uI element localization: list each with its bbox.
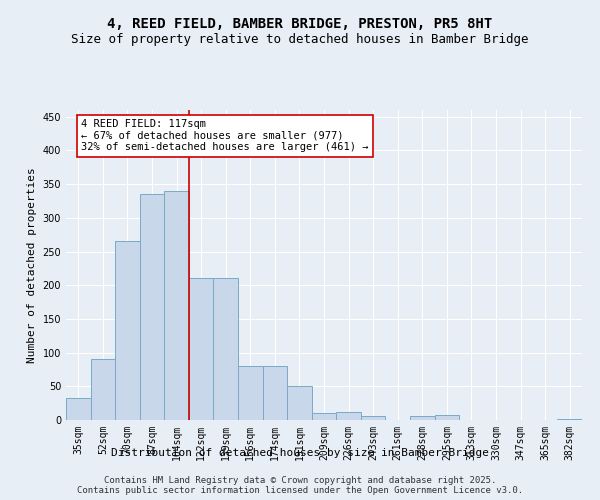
Bar — [91, 360, 115, 420]
Bar — [361, 416, 385, 420]
Text: Size of property relative to detached houses in Bamber Bridge: Size of property relative to detached ho… — [71, 32, 529, 46]
Bar — [557, 418, 582, 420]
Text: 4 REED FIELD: 117sqm
← 67% of detached houses are smaller (977)
32% of semi-deta: 4 REED FIELD: 117sqm ← 67% of detached h… — [82, 120, 369, 152]
Bar — [189, 278, 214, 420]
Text: Distribution of detached houses by size in Bamber Bridge: Distribution of detached houses by size … — [111, 448, 489, 458]
Bar — [115, 242, 140, 420]
Bar — [336, 412, 361, 420]
Bar — [287, 386, 312, 420]
Bar — [66, 398, 91, 420]
Bar — [312, 414, 336, 420]
Text: Contains HM Land Registry data © Crown copyright and database right 2025.
Contai: Contains HM Land Registry data © Crown c… — [77, 476, 523, 495]
Bar — [164, 191, 189, 420]
Bar — [238, 366, 263, 420]
Text: 4, REED FIELD, BAMBER BRIDGE, PRESTON, PR5 8HT: 4, REED FIELD, BAMBER BRIDGE, PRESTON, P… — [107, 18, 493, 32]
Bar — [434, 416, 459, 420]
Bar — [140, 194, 164, 420]
Bar — [410, 416, 434, 420]
Bar — [263, 366, 287, 420]
Bar — [214, 278, 238, 420]
Y-axis label: Number of detached properties: Number of detached properties — [27, 167, 37, 363]
